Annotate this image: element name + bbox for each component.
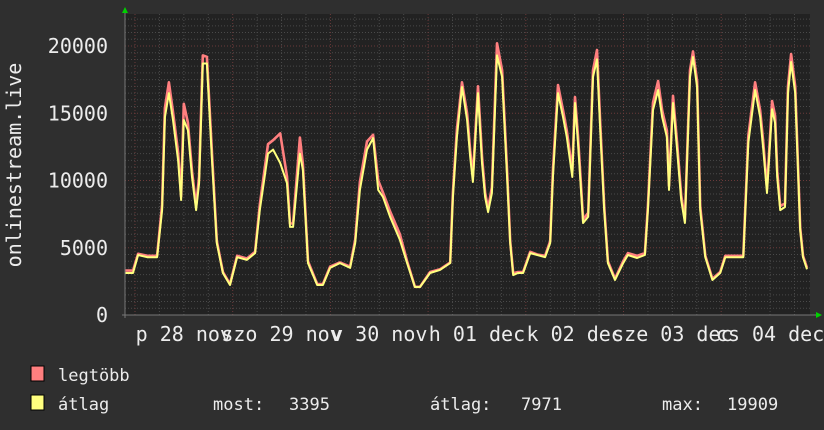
series-line-avg: [124, 54, 808, 288]
x-tick-label: h 01 dec: [429, 322, 525, 346]
y-tick-label: 0: [96, 303, 108, 327]
y-tick-label: 10000: [48, 169, 108, 193]
stat-average-label: átlag:: [430, 395, 491, 415]
legend-label-max: legtöbb: [58, 366, 130, 386]
stat-max-value: 19909: [727, 395, 778, 415]
x-tick-label: sze 03 dec: [612, 322, 732, 346]
y-tick-label: 5000: [60, 236, 108, 260]
stat-average-value: 7971: [521, 395, 562, 415]
x-tick-label: v 30 nov: [331, 322, 427, 346]
legend-label-avg: átlag: [58, 395, 109, 415]
legend-item-max: legtöbb: [30, 365, 130, 386]
stat-current-value: 3395: [289, 395, 330, 415]
stat-current-label: most:: [213, 395, 264, 415]
legend-item-avg: átlag: [30, 394, 109, 415]
grid: [125, 14, 810, 315]
y-axis-label: onlinestream.live: [2, 63, 26, 268]
x-tick-label: k 02 dec: [526, 322, 622, 346]
y-axis-arrow-icon: [122, 7, 128, 13]
stat-max-label: max:: [662, 395, 703, 415]
legend: legtöbb átlag most: 3395 átlag: 7971 max…: [30, 365, 778, 415]
legend-swatch-avg: [30, 394, 45, 411]
legend-swatch-max: [30, 365, 45, 382]
y-tick-labels: 0 5000 10000 15000 20000: [48, 34, 108, 327]
x-tick-label: szo 29 nov: [221, 322, 341, 346]
y-tick-label: 20000: [48, 34, 108, 58]
x-tick-label: p 28 nov: [136, 322, 232, 346]
series-group: [124, 41, 809, 289]
x-axis-arrow-icon: [816, 312, 822, 318]
x-tick-label: cs 04 dec: [716, 322, 824, 346]
y-tick-label: 15000: [48, 101, 108, 125]
